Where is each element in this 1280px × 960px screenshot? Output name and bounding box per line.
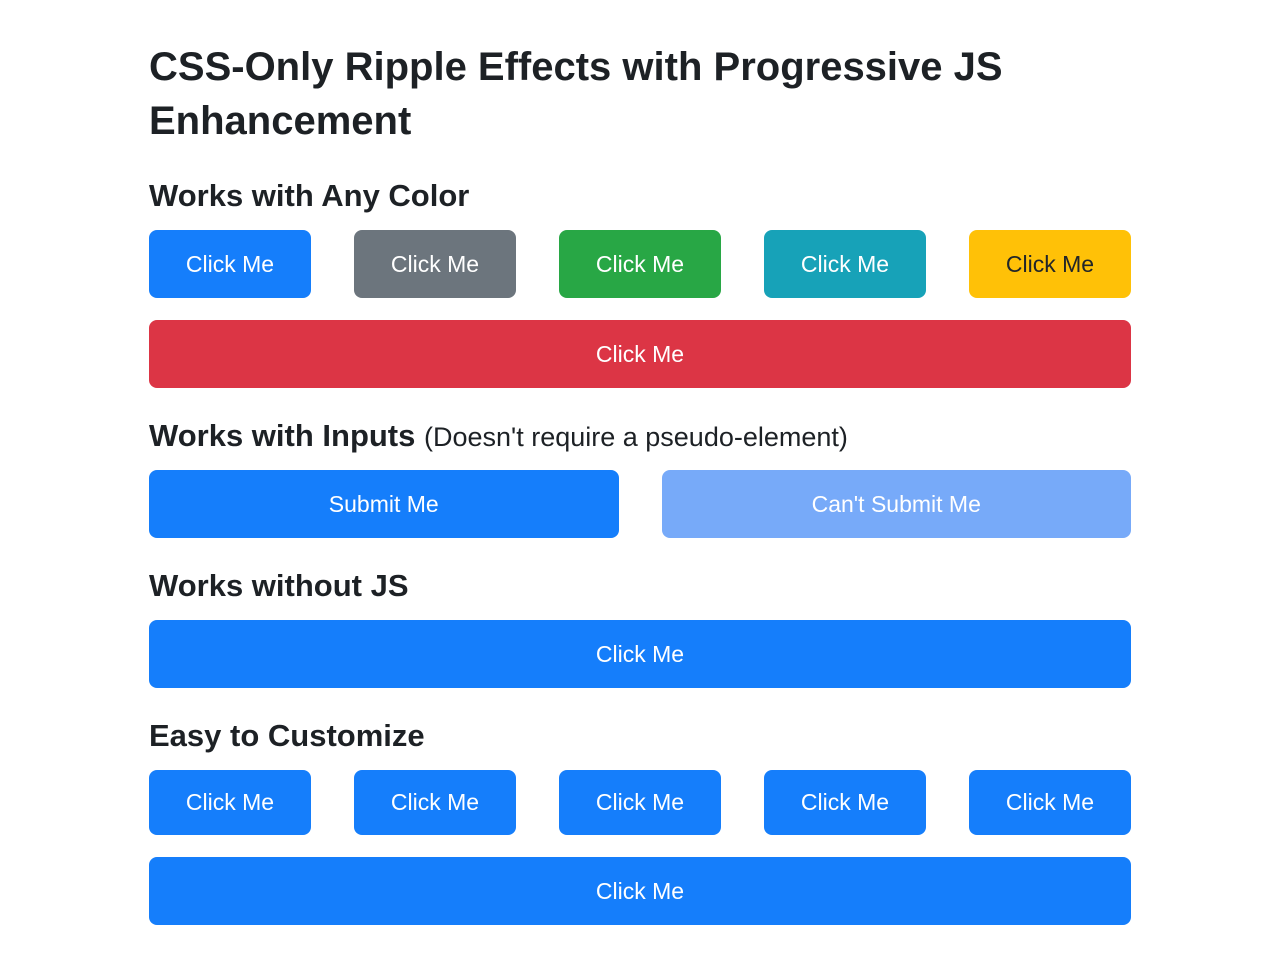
section-heading-inputs-subnote: (Doesn't require a pseudo-element) <box>424 422 848 452</box>
section-heading-inputs: Works with Inputs (Doesn't require a pse… <box>149 418 1131 454</box>
section-heading-customize: Easy to Customize <box>149 718 425 753</box>
customize-click-me-button-1[interactable]: Click Me <box>149 770 311 835</box>
any-color-button-row: Click Me Click Me Click Me Click Me Clic… <box>149 230 1131 298</box>
customize-click-me-button-5[interactable]: Click Me <box>969 770 1131 835</box>
click-me-button-yellow[interactable]: Click Me <box>969 230 1131 298</box>
section-heading-no-js: Works without JS <box>149 568 409 603</box>
click-me-button-red-full[interactable]: Click Me <box>149 320 1131 388</box>
click-me-button-green[interactable]: Click Me <box>559 230 721 298</box>
customize-click-me-button-3[interactable]: Click Me <box>559 770 721 835</box>
customize-click-me-button-2[interactable]: Click Me <box>354 770 516 835</box>
page-container: CSS-Only Ripple Effects with Progressive… <box>149 0 1131 925</box>
section-heading-any-color: Works with Any Color <box>149 178 470 213</box>
submit-me-button[interactable]: Submit Me <box>149 470 619 538</box>
customize-button-row: Click Me Click Me Click Me Click Me Clic… <box>149 770 1131 835</box>
customize-click-me-button-4[interactable]: Click Me <box>764 770 926 835</box>
customize-click-me-button-full[interactable]: Click Me <box>149 857 1131 925</box>
inputs-button-row: Submit Me Can't Submit Me <box>149 470 1131 538</box>
page-title: CSS-Only Ripple Effects with Progressive… <box>149 45 1003 143</box>
cant-submit-button[interactable]: Can't Submit Me <box>661 470 1131 538</box>
click-me-button-no-js[interactable]: Click Me <box>149 620 1131 688</box>
section-heading-inputs-text: Works with Inputs <box>149 418 416 453</box>
click-me-button-gray[interactable]: Click Me <box>354 230 516 298</box>
click-me-button-teal[interactable]: Click Me <box>764 230 926 298</box>
click-me-button-blue[interactable]: Click Me <box>149 230 311 298</box>
